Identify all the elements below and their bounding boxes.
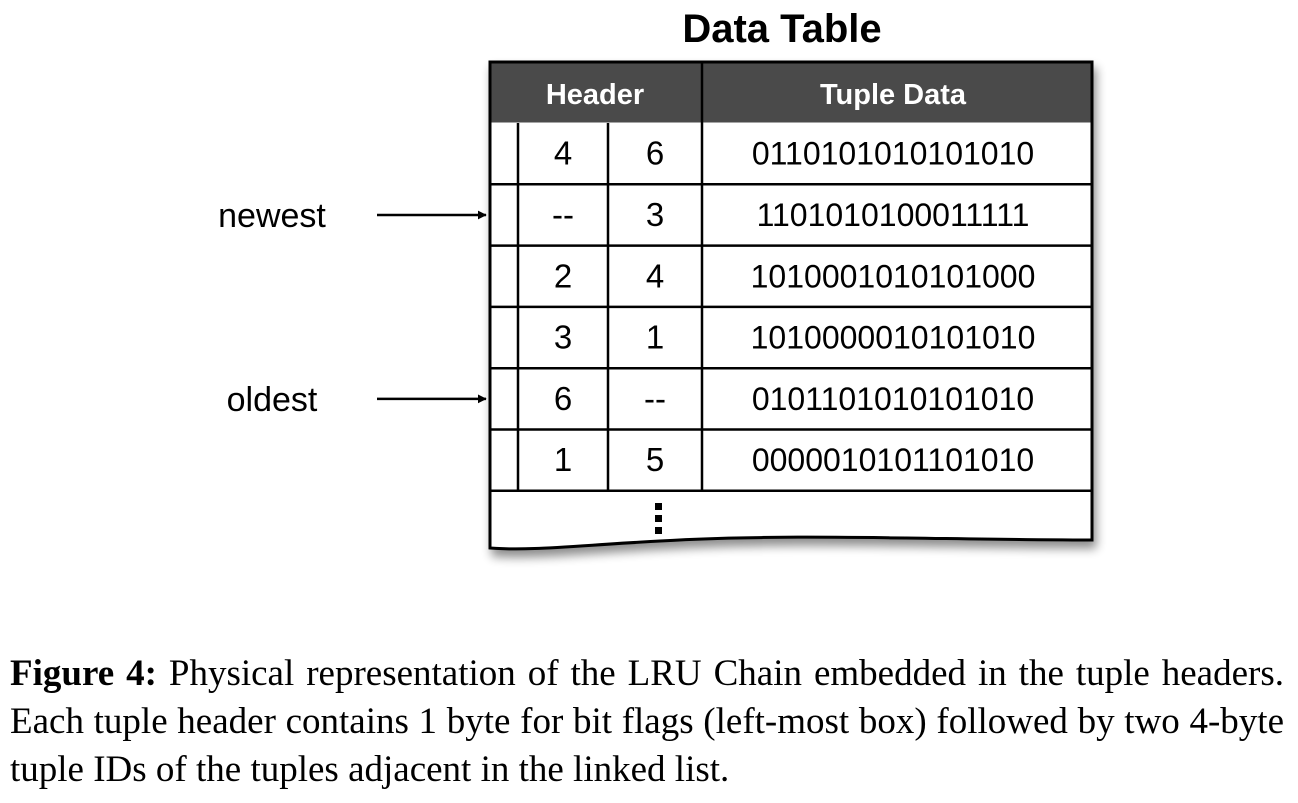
prev-tuple-id: 3 (554, 319, 572, 356)
continuation-ellipsis (655, 503, 662, 534)
next-tuple-id: -- (644, 380, 666, 417)
table-rows: 4 6 0110101010101010 -- 3 1101010100011111 2 4 1… (490, 123, 1092, 493)
prev-tuple-id: 6 (554, 380, 572, 417)
prev-tuple-id: 4 (554, 135, 572, 172)
tuple-data-bits: 1010001010101000 (751, 258, 1036, 294)
figure-caption: Figure 4: Physical representation of the… (10, 650, 1284, 794)
next-tuple-id: 6 (646, 135, 664, 172)
figure-label: Figure 4: (10, 653, 157, 694)
tuple-data-column-label: Tuple Data (820, 79, 967, 111)
pointer-labels: newest oldest (218, 197, 487, 419)
tuple-data-bits: 1010000010101010 (751, 320, 1036, 356)
next-tuple-id: 1 (646, 319, 664, 356)
tuple-data-bits: 0110101010101010 (752, 136, 1034, 172)
table-header-band (491, 63, 1091, 123)
pointer-label-oldest: oldest (227, 381, 318, 419)
next-tuple-id: 4 (646, 257, 664, 294)
figure-caption-text: Physical representation of the LRU Chain… (10, 653, 1284, 790)
tuple-data-bits: 0000010101101010 (752, 442, 1034, 478)
header-column-label: Header (546, 79, 644, 111)
next-tuple-id: 3 (646, 196, 664, 233)
prev-tuple-id: -- (552, 196, 574, 233)
lru-chain-diagram: Data Table Header Tuple Data 4 6 011010101… (218, 7, 1094, 551)
next-tuple-id: 5 (646, 441, 664, 478)
prev-tuple-id: 2 (554, 257, 572, 294)
pointer-label-newest: newest (218, 197, 326, 235)
diagram-title: Data Table (682, 7, 881, 51)
tuple-data-bits: 1101010100011111 (757, 197, 1030, 233)
prev-tuple-id: 1 (554, 441, 572, 478)
tuple-data-bits: 0101101010101010 (752, 381, 1034, 417)
